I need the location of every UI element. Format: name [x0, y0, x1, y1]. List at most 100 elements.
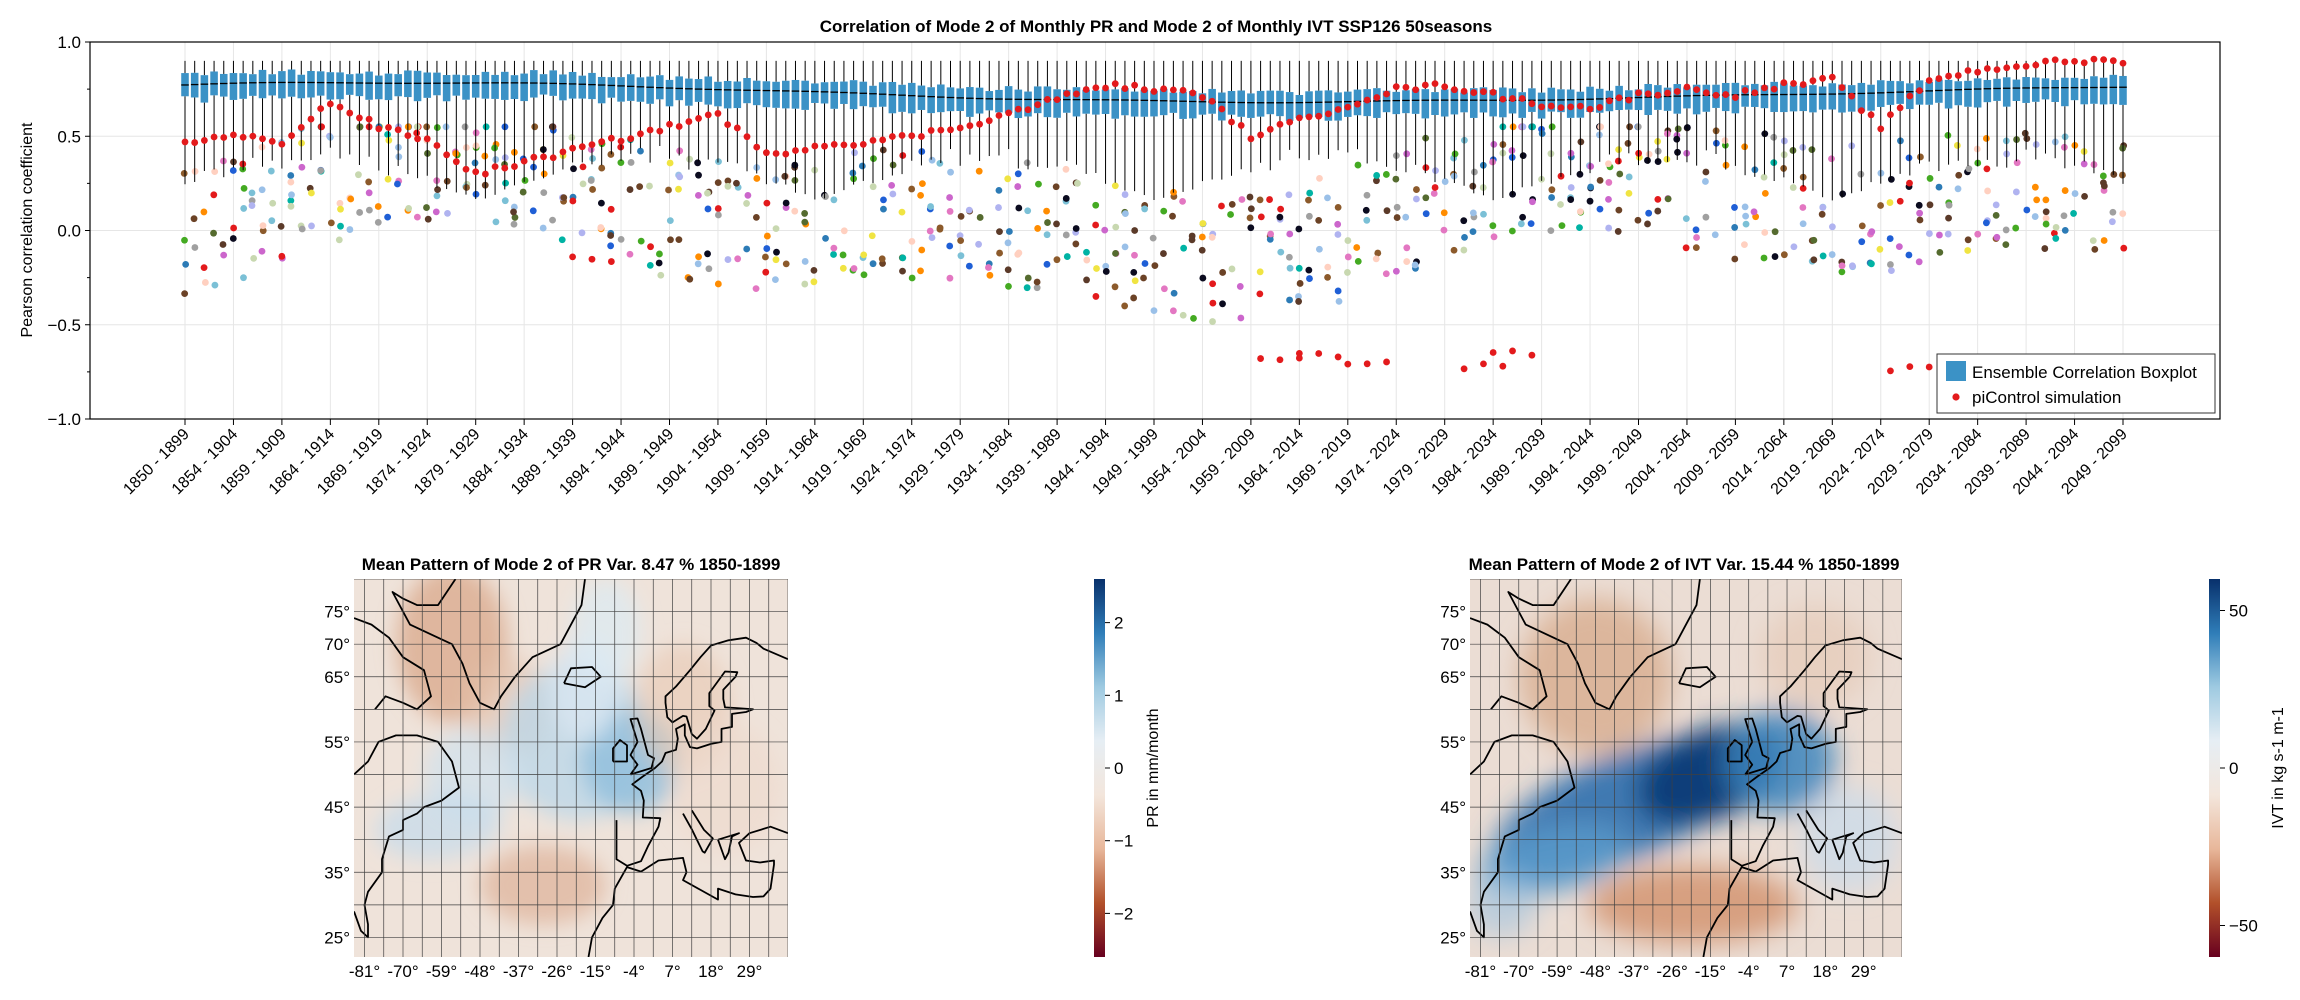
- member-dot: [240, 274, 247, 282]
- picontrol-dot: [220, 134, 228, 141]
- member-dot: [1895, 243, 1903, 251]
- picontrol-dot: [627, 135, 635, 143]
- box: [985, 91, 994, 111]
- member-dot: [1615, 206, 1623, 214]
- box: [937, 84, 945, 113]
- box: [365, 71, 373, 100]
- box: [626, 74, 635, 101]
- member-dot: [1440, 209, 1448, 217]
- picontrol-dots: [181, 55, 2127, 375]
- picontrol-dot: [607, 258, 615, 265]
- pr-colorbar: 2 1 0 −1 −2 PR in mm/month: [1094, 579, 1162, 957]
- member-dot: [801, 258, 809, 265]
- member-dot: [269, 199, 277, 207]
- box: [1188, 91, 1197, 119]
- member-dot: [1964, 247, 1972, 254]
- member-dot: [298, 163, 306, 171]
- box: [559, 74, 567, 101]
- member-dot: [626, 250, 634, 258]
- member-dot: [1674, 125, 1682, 133]
- ivt-lon-label: -37°: [1618, 962, 1649, 981]
- legend-dot-swatch: [1952, 393, 1960, 401]
- colorbar-tick-label: −50: [2229, 917, 2258, 936]
- picontrol-dot: [569, 144, 576, 152]
- member-dot: [492, 156, 500, 163]
- picontrol-dot: [1596, 104, 1604, 111]
- member-dot: [1198, 233, 1206, 241]
- member-dot: [1237, 314, 1245, 322]
- member-dot: [1403, 258, 1411, 265]
- member-dot: [1266, 196, 1273, 203]
- box: [1373, 88, 1381, 118]
- member-dot: [763, 232, 771, 240]
- member-dot: [1218, 202, 1225, 210]
- member-dot: [1353, 244, 1361, 251]
- member-dot: [1905, 251, 1913, 259]
- member-dot: [259, 222, 267, 230]
- member-dot: [1324, 273, 1331, 281]
- box: [1692, 84, 1701, 115]
- pr-lon-label: -70°: [387, 962, 418, 981]
- member-dot: [1295, 264, 1303, 272]
- member-dot: [2070, 210, 2077, 217]
- member-dot: [298, 225, 306, 233]
- picontrol-dot: [1625, 96, 1633, 104]
- member-dot: [927, 203, 935, 210]
- member-dot: [1219, 269, 1227, 276]
- member-dot: [1228, 200, 1236, 208]
- box: [258, 69, 267, 99]
- pr-lon-label: -26°: [541, 962, 572, 981]
- picontrol-dot: [2032, 61, 2040, 69]
- member-dot: [1731, 224, 1739, 231]
- member-dot: [1246, 214, 1254, 222]
- member-dot: [676, 173, 684, 181]
- member-dot: [1945, 201, 1953, 209]
- picontrol-dot: [840, 141, 848, 149]
- box: [433, 72, 441, 96]
- box: [1431, 92, 1439, 115]
- picontrol-dot: [200, 137, 208, 144]
- box: [249, 74, 257, 96]
- picontrol-dot: [792, 147, 799, 154]
- member-dot: [1334, 204, 1342, 211]
- member-dot: [461, 123, 469, 131]
- box: [1295, 94, 1304, 119]
- picontrol-dot: [927, 127, 935, 134]
- member-dot: [2099, 172, 2107, 180]
- member-dot: [1935, 183, 1943, 191]
- pr-map-grid: [354, 579, 788, 957]
- picontrol-dot: [433, 142, 441, 149]
- member-dot: [1236, 283, 1244, 290]
- member-dot: [191, 244, 199, 251]
- picontrol-dot: [1819, 74, 1827, 82]
- member-dot: [1605, 195, 1612, 203]
- member-dot: [432, 208, 440, 216]
- picontrol-dot: [1683, 83, 1691, 91]
- member-dot: [502, 179, 509, 187]
- member-dot: [1886, 235, 1894, 242]
- member-dot: [1151, 262, 1159, 270]
- box: [1053, 89, 1061, 118]
- member-dot: [589, 186, 596, 193]
- member-dot: [258, 247, 266, 255]
- box: [1857, 82, 1866, 112]
- legend-box-label: Ensemble Correlation Boxplot: [1972, 363, 2197, 382]
- box: [336, 72, 344, 100]
- member-dot: [539, 224, 547, 232]
- member-dot: [1953, 142, 1961, 149]
- member-dot: [1374, 249, 1382, 257]
- member-dot: [327, 219, 335, 227]
- picontrol-dot: [898, 132, 906, 139]
- box: [1673, 84, 1682, 114]
- box: [491, 74, 499, 99]
- member-dot: [1403, 244, 1411, 252]
- box: [888, 81, 897, 114]
- member-dot: [1044, 219, 1051, 226]
- member-dot: [791, 161, 799, 169]
- member-dot: [1682, 215, 1690, 222]
- member-dot: [1062, 165, 1070, 173]
- picontrol-dot: [307, 115, 315, 123]
- box: [820, 82, 829, 104]
- member-dot: [1644, 220, 1651, 228]
- member-dot: [1247, 205, 1255, 213]
